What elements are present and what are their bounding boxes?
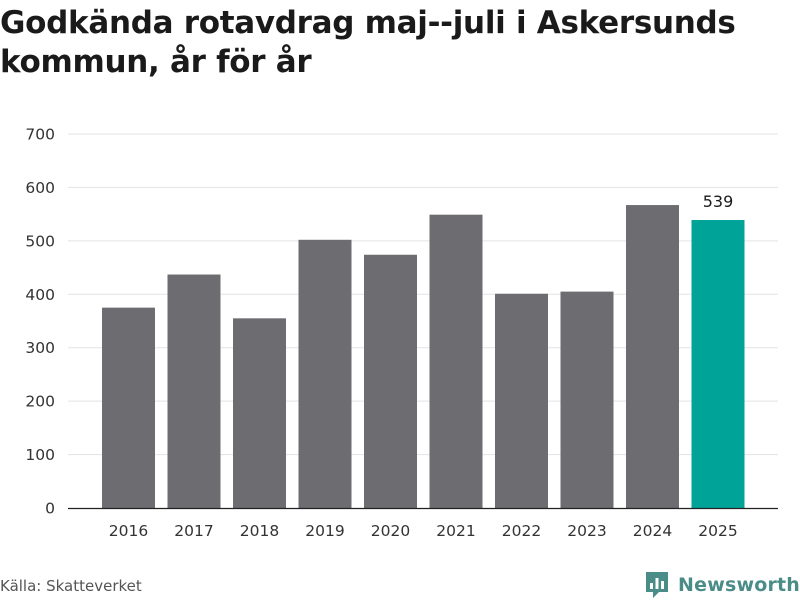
y-tick-label: 700: [25, 126, 55, 144]
x-tick-label: 2022: [502, 522, 541, 540]
y-tick-label: 200: [25, 393, 55, 411]
y-tick-label: 400: [25, 286, 55, 304]
bar-2024: [626, 205, 679, 508]
x-tick-label: 2024: [633, 522, 672, 540]
x-tick-label: 2023: [567, 522, 606, 540]
bar-2023: [560, 291, 614, 508]
brand-name: Newsworthy: [678, 574, 800, 596]
y-tick-label: 300: [25, 339, 55, 357]
x-tick-label: 2020: [371, 522, 410, 540]
x-tick-label: 2025: [698, 522, 737, 540]
bar-2016: [102, 307, 155, 508]
x-axis-ticks: 2016 2017 2018 2019 2020 2021 2022 2023 2024 2025: [109, 522, 738, 540]
x-tick-label: 2018: [240, 522, 279, 540]
x-tick-label: 2016: [109, 522, 148, 540]
bar-2020: [364, 254, 417, 508]
y-tick-label: 500: [25, 232, 55, 250]
data-labels: 539: [703, 192, 734, 211]
bar-2019: [298, 239, 352, 508]
source-note: Källa: Skatteverket: [0, 577, 142, 595]
bar-2025: [691, 220, 745, 508]
x-tick-label: 2021: [436, 522, 475, 540]
y-tick-label: 0: [45, 500, 55, 518]
bar-2021: [429, 214, 483, 509]
chart-title: Godkända rotavdrag maj--juli i Askersund…: [0, 5, 736, 80]
y-tick-label: 600: [25, 179, 55, 197]
x-tick-label: 2017: [174, 522, 213, 540]
bar-2022: [495, 293, 548, 508]
bars: [102, 205, 745, 509]
y-axis-ticks: 0 100 200 300 400 500 600 700: [25, 126, 55, 518]
x-tick-label: 2019: [305, 522, 344, 540]
bar-2017: [167, 274, 221, 508]
bar-2018: [233, 318, 286, 508]
newsworthy-logo-icon: [646, 572, 668, 598]
y-tick-label: 100: [25, 446, 55, 464]
data-label: 539: [703, 192, 734, 211]
brand-logo: Newsworthy: [644, 570, 800, 600]
